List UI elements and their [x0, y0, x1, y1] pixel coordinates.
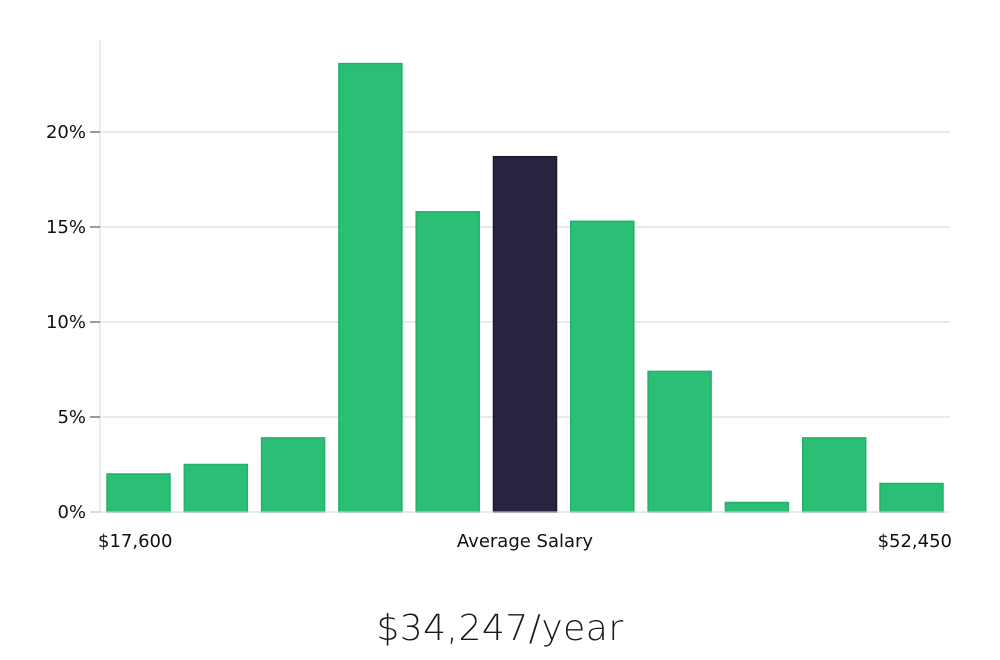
x-axis-label: Average Salary	[457, 531, 594, 552]
y-tick-label: 5%	[57, 407, 86, 428]
bar	[570, 220, 635, 513]
x-min-label: $17,600	[98, 531, 172, 552]
average-salary-value: $34,247/year	[376, 608, 624, 649]
x-max-label: $52,450	[878, 531, 952, 552]
y-tick-label: 20%	[46, 122, 86, 143]
bar	[724, 501, 790, 513]
bar	[647, 370, 712, 513]
bar	[338, 62, 403, 513]
bar-highlighted	[492, 155, 558, 513]
bar	[879, 482, 944, 513]
bars	[106, 62, 944, 513]
bar	[801, 437, 867, 513]
y-tick-label: 0%	[57, 502, 86, 523]
y-tick-label: 15%	[46, 217, 86, 238]
y-tick-labels: 0% 5% 10% 15% 20%	[46, 122, 100, 523]
y-tick-label: 10%	[46, 312, 86, 333]
bar	[415, 211, 480, 513]
bar	[260, 437, 326, 513]
bar	[106, 473, 171, 513]
salary-histogram: 0% 5% 10% 15% 20% $17,600 Average Salary $52…	[46, 40, 952, 552]
bar	[183, 463, 249, 513]
